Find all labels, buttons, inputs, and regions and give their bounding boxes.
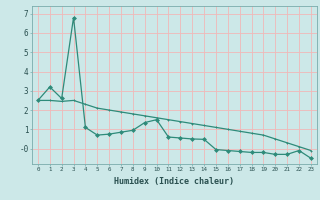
X-axis label: Humidex (Indice chaleur): Humidex (Indice chaleur): [115, 177, 234, 186]
